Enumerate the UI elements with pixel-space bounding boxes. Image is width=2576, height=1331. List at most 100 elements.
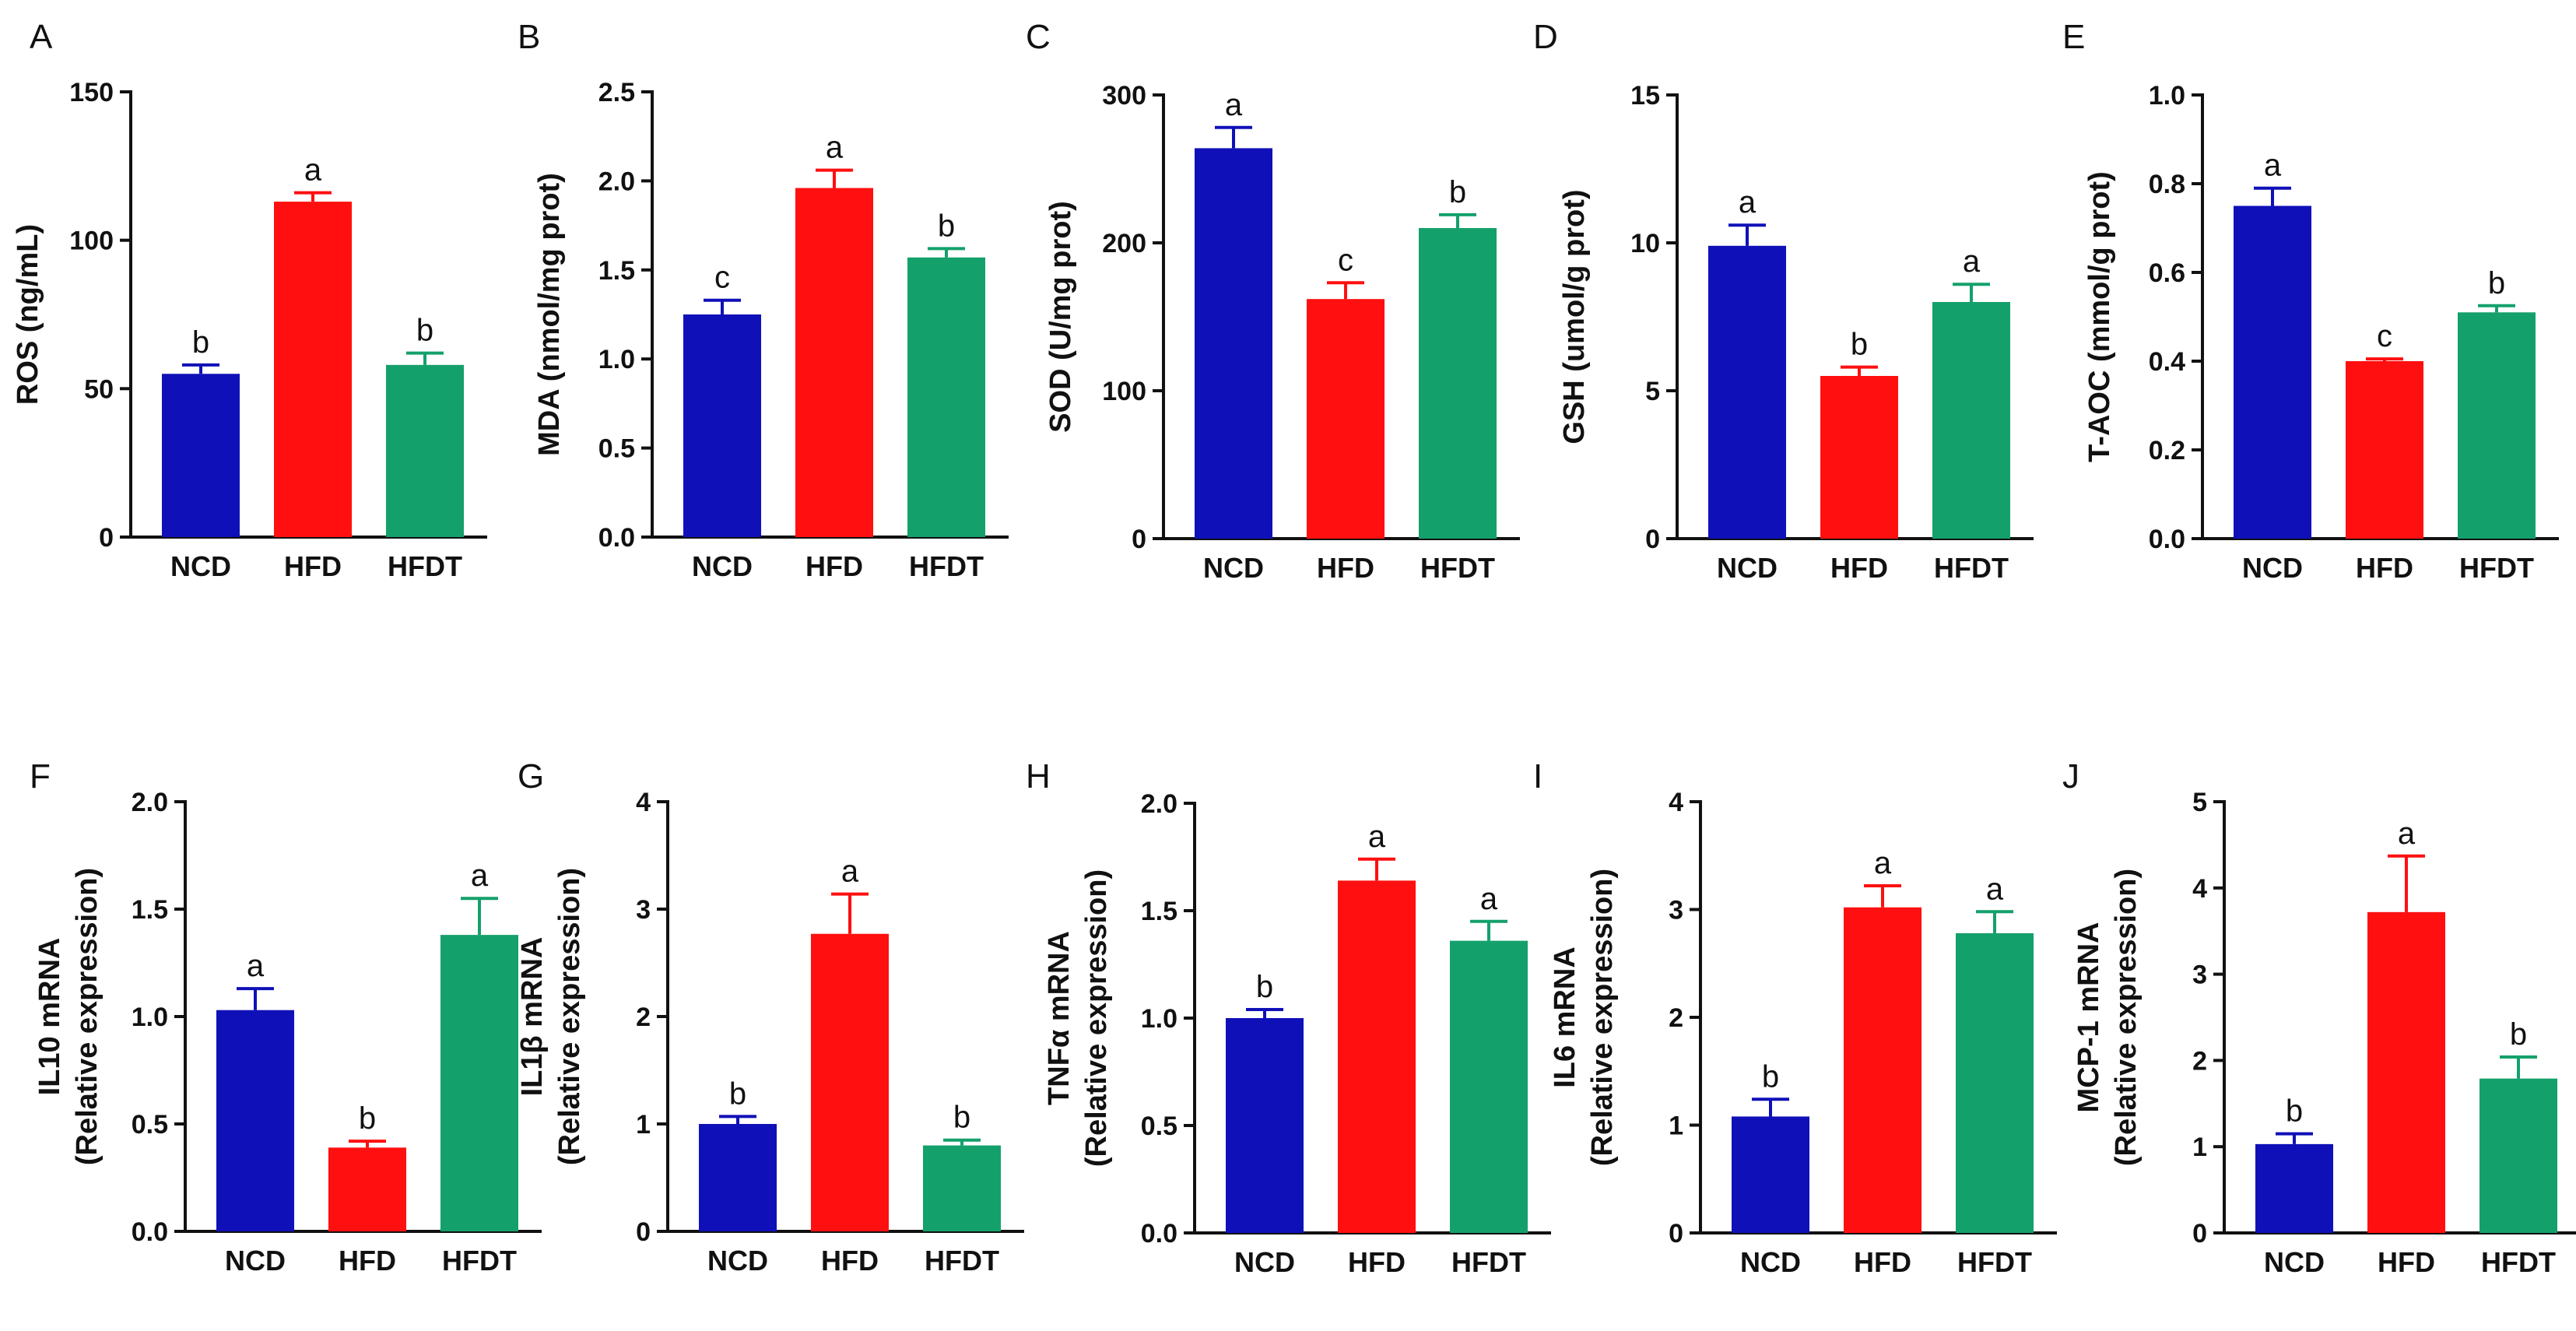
x-category-label: HFD (1830, 552, 1888, 584)
panel-letter: A (30, 18, 53, 56)
x-category-label: HFD (821, 1245, 879, 1277)
significance-letter: b (2488, 266, 2505, 300)
x-category-label: NCD (1234, 1246, 1295, 1278)
x-category-label: NCD (170, 550, 231, 582)
x-category-label: HFDT (1420, 552, 1495, 584)
panel-c: C 0 100 200 300 SOD (U/mg prot) a NCD c HFD b HFDT (1026, 18, 1520, 584)
panel-letter: D (1533, 18, 1558, 56)
significance-letter: a (826, 131, 844, 165)
bar-hfd (328, 1147, 406, 1231)
bar-hfdt (923, 1145, 1001, 1231)
significance-letter: b (938, 209, 955, 243)
panel-letter: B (518, 18, 540, 56)
y-tick-label: 4 (636, 788, 651, 817)
significance-letter: c (1338, 243, 1353, 277)
x-category-label: NCD (707, 1245, 768, 1277)
bar-hfd (274, 202, 352, 537)
significance-letter: c (2377, 319, 2392, 353)
bar-hfdt (1450, 940, 1528, 1233)
x-category-label: HFD (1348, 1246, 1406, 1278)
y-axis-title: (Relative expression) (2110, 869, 2143, 1166)
y-tick-label: 0 (99, 523, 114, 553)
bar-hfdt (2479, 1078, 2557, 1233)
panel-j: J 0 1 2 3 4 5 MCP-1 mRNA (Relative expression) b N… (2062, 757, 2576, 1278)
y-axis-title: (Relative expression) (71, 868, 104, 1165)
y-tick-label: 150 (69, 78, 114, 107)
significance-letter: a (2264, 149, 2282, 183)
y-tick-label: 0.0 (132, 1217, 168, 1247)
significance-letter: a (1986, 872, 2004, 906)
panel-letter: G (518, 757, 544, 795)
bar-ncd (2255, 1143, 2333, 1233)
panel-letter: F (30, 757, 51, 795)
x-category-label: HFDT (1934, 552, 2009, 584)
panel-e: E 0.0 0.2 0.4 0.6 0.8 1.0 T-AOC (mmol/g prot) a N… (2062, 18, 2559, 584)
y-tick-label: 1 (636, 1110, 651, 1140)
panel-h: H 0.0 0.5 1.0 1.5 2.0 TNFα mRNA (Relative expre… (1026, 757, 1551, 1278)
significance-letter: a (1480, 882, 1498, 916)
significance-letter: a (1368, 820, 1386, 854)
panel-letter: C (1026, 18, 1051, 56)
bar-hfd (1338, 880, 1416, 1233)
y-axis-title: MDA (nmol/mg prot) (533, 173, 566, 456)
y-axis-title: IL1β mRNA (516, 937, 549, 1097)
y-tick-label: 1.0 (132, 1003, 168, 1032)
y-tick-label: 4 (2192, 874, 2207, 904)
bar-hfd (1844, 907, 1921, 1233)
x-category-label: HFD (284, 550, 342, 582)
y-tick-label: 300 (1102, 81, 1146, 111)
panel-a: A 0 50 100 150 ROS (ng/mL) b NCD a HFD b HFDT (12, 18, 487, 582)
y-tick-label: 1 (2192, 1133, 2207, 1162)
x-category-label: NCD (692, 550, 753, 582)
bar-ncd (1195, 148, 1272, 539)
y-axis-title: IL10 mRNA (33, 938, 66, 1096)
x-category-label: NCD (225, 1245, 286, 1277)
y-tick-label: 0.0 (2149, 525, 2185, 554)
x-category-label: HFD (2356, 552, 2413, 584)
y-tick-label: 100 (1102, 377, 1146, 406)
y-axis-title: (Relative expression) (1586, 869, 1619, 1166)
y-axis-title: GSH (umol/g prot) (1558, 189, 1591, 444)
y-axis-title: (Relative expression) (553, 868, 586, 1165)
y-axis-title: SOD (U/mg prot) (1044, 201, 1077, 433)
bar-hfd (2367, 911, 2445, 1233)
bar-hfdt (1956, 932, 2034, 1233)
y-tick-label: 0 (1645, 525, 1660, 554)
significance-letter: a (304, 153, 322, 188)
significance-letter: a (471, 859, 489, 893)
bar-ncd (699, 1124, 777, 1231)
bar-hfdt (2458, 312, 2536, 539)
y-tick-label: 3 (1669, 896, 1683, 925)
y-tick-label: 0.5 (1141, 1112, 1177, 1141)
significance-letter: b (1762, 1059, 1779, 1094)
panel-g: G 0 1 2 3 4 IL1β mRNA (Relative expression) b NCD… (516, 757, 1024, 1277)
bar-ncd (162, 374, 240, 537)
y-axis-title: TNFα mRNA (1043, 931, 1076, 1105)
bar-hfd (1820, 376, 1898, 539)
bar-hfdt (1419, 228, 1497, 539)
y-tick-label: 0.8 (2149, 170, 2185, 199)
panel-f: F 0.0 0.5 1.0 1.5 2.0 IL10 mRNA (Relative expre… (30, 757, 542, 1277)
y-tick-label: 1.0 (1141, 1004, 1177, 1034)
y-tick-label: 0 (1132, 525, 1146, 554)
bar-hfdt (386, 364, 464, 537)
significance-letter: a (841, 855, 859, 889)
y-tick-label: 2.5 (598, 78, 635, 107)
bar-ncd (2234, 205, 2311, 539)
x-category-label: NCD (1717, 552, 1778, 584)
panel-letter: E (2062, 18, 2085, 56)
y-tick-label: 2.0 (598, 167, 635, 196)
x-category-label: NCD (2242, 552, 2303, 584)
significance-letter: b (2286, 1094, 2303, 1129)
y-axis-title: (Relative expression) (1080, 869, 1113, 1167)
significance-letter: b (192, 325, 209, 360)
x-category-label: HFDT (2459, 552, 2534, 584)
significance-letter: a (1739, 185, 1757, 219)
x-category-label: HFD (1317, 552, 1374, 584)
y-tick-label: 4 (1669, 788, 1683, 817)
y-tick-label: 3 (636, 895, 651, 925)
y-tick-label: 0 (2192, 1219, 2207, 1248)
panel-letter: I (1533, 757, 1542, 795)
y-tick-label: 1.5 (598, 256, 635, 286)
